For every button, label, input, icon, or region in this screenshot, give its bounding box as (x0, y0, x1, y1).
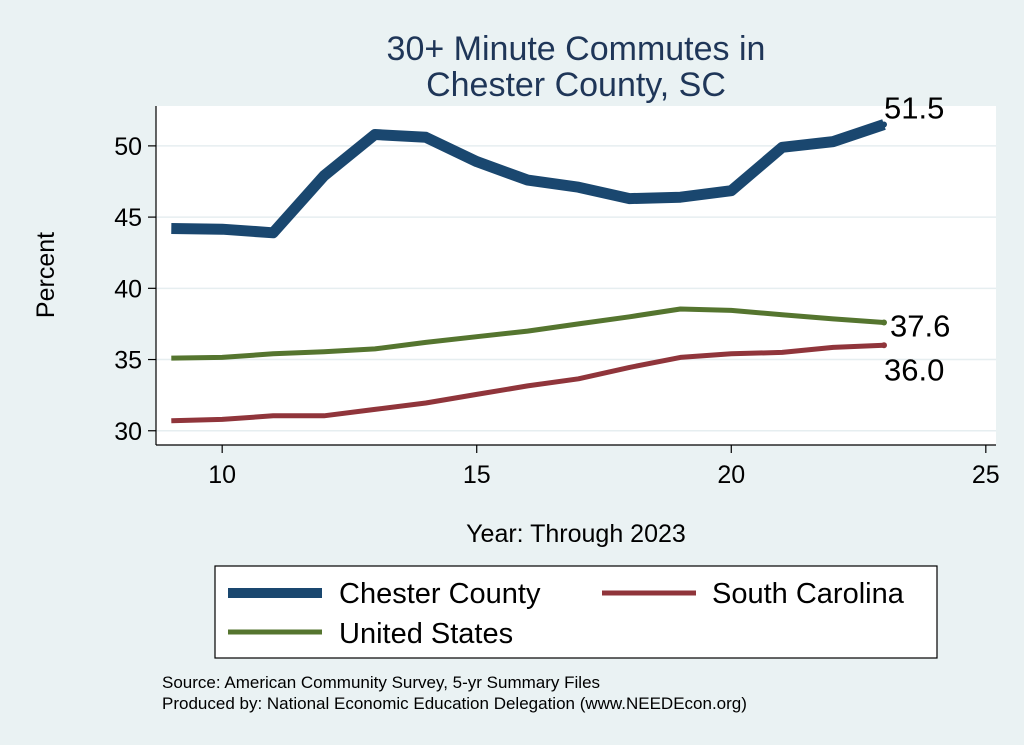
end-point-united-states (881, 319, 887, 326)
x-tick-label-20: 20 (717, 461, 745, 489)
legend-label-chester-county: Chester County (339, 578, 541, 610)
produced-note: Produced by: National Economic Education… (162, 694, 747, 713)
chart-title-line-2: Chester County, SC (426, 66, 726, 104)
source-note: Source: American Community Survey, 5-yr … (162, 673, 600, 692)
end-point-south-carolina (881, 342, 887, 349)
legend-box (214, 565, 938, 659)
grid-layer (156, 145, 996, 432)
series-line-south-carolina (171, 342, 885, 424)
end-label-south-carolina: 36.0 (884, 352, 944, 387)
end-label-united-states: 37.6 (890, 309, 950, 344)
axes-layer: 30 35 40 45 50 10 15 20 25 (114, 106, 1000, 489)
y-tick-label-45: 45 (114, 204, 142, 232)
x-tick-label-15: 15 (463, 461, 491, 489)
end-labels-layer: 51.5 36.0 37.6 (884, 91, 950, 388)
legend-label-south-carolina: South Carolina (712, 578, 905, 610)
end-point-chester-county (881, 121, 887, 128)
series-layer (171, 119, 887, 424)
y-tick-label-30: 30 (114, 418, 142, 446)
plot-area (156, 106, 996, 445)
x-tick-label-25: 25 (972, 461, 1000, 489)
end-label-chester-county: 51.5 (884, 91, 944, 126)
y-tick-label-50: 50 (114, 133, 142, 161)
y-tick-label-35: 35 (114, 347, 142, 375)
legend: Chester County South Carolina United Sta… (214, 565, 938, 659)
series-line-united-states (171, 306, 885, 361)
chart-title-line-1: 30+ Minute Commutes in (387, 30, 766, 68)
x-axis-label: Year: Through 2023 (466, 520, 686, 548)
y-axis-label: Percent (32, 232, 60, 318)
x-tick-label-10: 10 (208, 461, 236, 489)
legend-label-united-states: United States (339, 618, 513, 650)
series-line-chester-county (171, 119, 886, 239)
y-tick-label-40: 40 (114, 275, 142, 303)
